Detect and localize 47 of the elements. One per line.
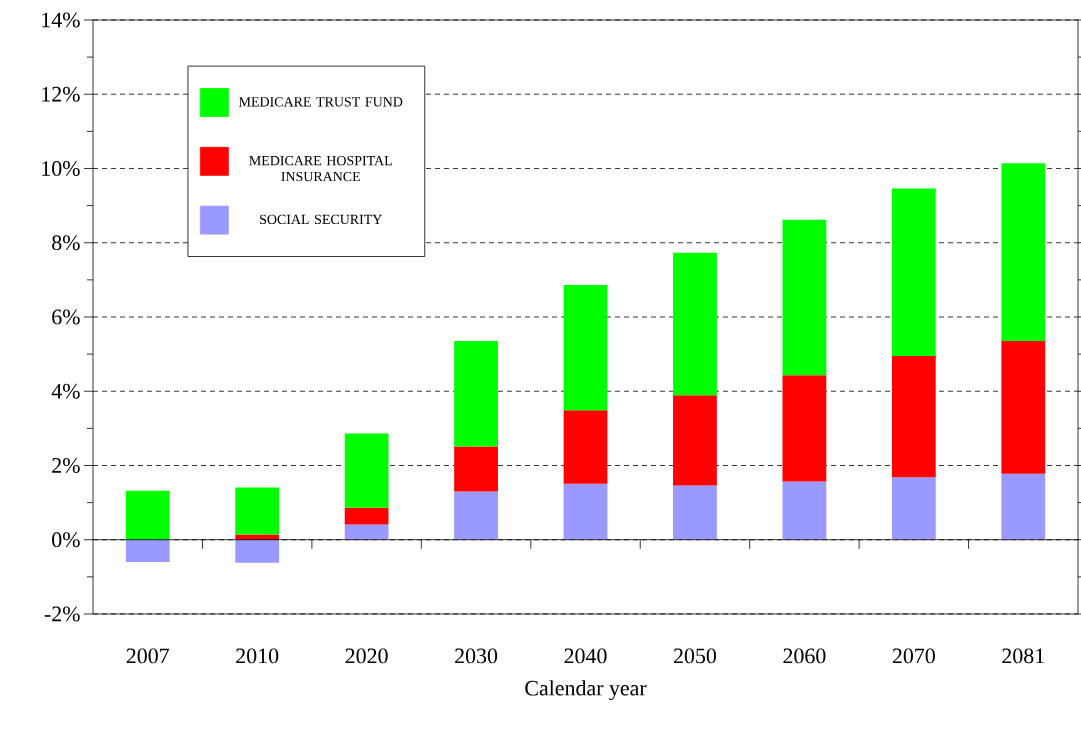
y-tick-label: 10% [42, 161, 80, 176]
y-tick-label: 14% [42, 12, 80, 28]
bar [235, 539, 280, 563]
x-tick-label: 2040 [564, 648, 607, 664]
bar [344, 433, 389, 508]
x-tick-label: 2050 [674, 648, 717, 664]
legend-label: MEDICARE TRUST FUND [239, 97, 403, 107]
bar [1001, 163, 1046, 342]
bar [673, 485, 717, 540]
bar [454, 491, 498, 540]
x-axis-title: Calendar year [525, 680, 647, 701]
bar [782, 375, 827, 482]
bar [563, 285, 608, 411]
y-tick-label: 4% [51, 383, 80, 399]
y-tick-label: 8% [52, 235, 80, 251]
x-tick-label: 2010 [236, 648, 279, 664]
bar [673, 252, 717, 396]
bar [563, 483, 608, 540]
bar [782, 219, 827, 376]
bar [782, 481, 827, 540]
bar [891, 355, 936, 478]
legend-label: SOCIAL SECURITY [260, 214, 382, 225]
x-tick-label: 2020 [345, 648, 388, 664]
bar [344, 524, 389, 540]
x-tick-label: 2030 [455, 648, 498, 664]
bar [235, 487, 280, 535]
bar [1001, 341, 1046, 474]
x-tick-label: 2007 [126, 648, 170, 664]
bar [454, 341, 498, 447]
y-tick-label: -2% [44, 606, 80, 622]
y-tick-label: 6% [52, 309, 80, 325]
bar [891, 188, 936, 356]
bar [454, 446, 498, 492]
x-tick-label: 2070 [892, 648, 935, 664]
bar [125, 490, 170, 540]
x-tick-label: 2081 [1002, 648, 1044, 664]
y-tick-label: 0% [52, 532, 80, 548]
bar [563, 410, 608, 484]
bar [125, 539, 170, 563]
y-tick-label: 12% [42, 86, 80, 102]
bar [344, 507, 389, 525]
bar [1001, 473, 1046, 540]
bar [891, 477, 936, 540]
bar [673, 395, 717, 486]
legend-label: MEDICARE HOSPITAL INSURANCE [249, 155, 392, 182]
x-tick-label: 2060 [783, 648, 826, 664]
y-tick-label: 2% [52, 458, 80, 473]
